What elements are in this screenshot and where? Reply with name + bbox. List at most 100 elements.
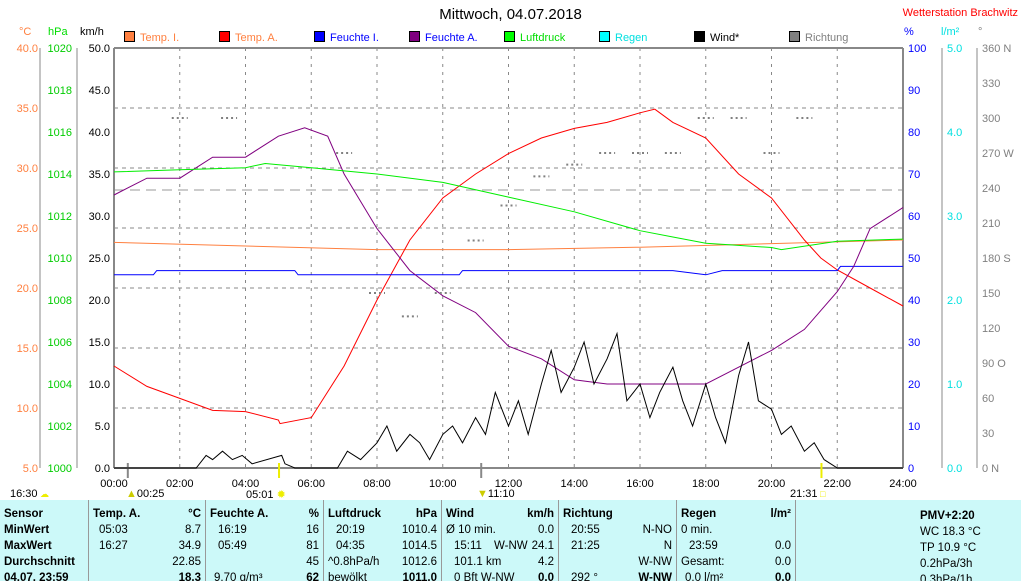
wind-max-time: 15:11 (454, 540, 482, 552)
rain-header: Regen (681, 508, 717, 520)
legend-swatch (409, 31, 420, 42)
pressure-tick-label: 1006 (48, 337, 72, 349)
series-wind (114, 331, 903, 469)
row-label-avg: Durchschnitt (4, 556, 75, 568)
moon-event-time: ▼11:10 (477, 488, 515, 500)
sun-icon: ✹ (273, 489, 286, 501)
press-sky: bewölkt (328, 572, 367, 581)
legend-label: Richtung (805, 32, 849, 44)
pressure-tick-label: 1018 (48, 85, 72, 97)
pressure-tick-label: 1004 (48, 379, 72, 391)
hum-abs: 9.70 g/m³ (214, 572, 263, 581)
humidity-tick-label: 30 (908, 337, 920, 349)
humidity-tick-label: 60 (908, 211, 920, 223)
temp-avg: 22.85 (172, 556, 201, 568)
col-direction: Richtung 20:55 N-NO 21:25 N W-NW 292 ° W-NW (559, 500, 677, 581)
temp-tick-label: 10.0 (17, 403, 38, 415)
x-tick-label: 12:00 (495, 478, 523, 490)
temp-tick-label: 30.0 (17, 163, 38, 175)
dir-header: Richtung (563, 508, 613, 520)
direction-tick-label: 90 O (982, 358, 1006, 370)
pmv: PMV+2:20 (920, 510, 975, 522)
rain-t2: 23:59 (689, 540, 718, 552)
rain-total-label: Gesamt: (681, 556, 725, 568)
direction-tick-label: 120 (982, 323, 1000, 335)
station-name: Wetterstation Brachwitz (902, 7, 1018, 19)
moonset-time: 16:30 (10, 488, 38, 500)
humidity-tick-label: 40 (908, 295, 920, 307)
sunset-icon: □ (817, 489, 826, 499)
temp-tick-label: 15.0 (17, 343, 38, 355)
row-label-max: MaxWert (4, 540, 52, 552)
dir-d3: W-NW (638, 556, 672, 568)
direction-tick-label: 210 (982, 218, 1000, 230)
hum-header: Feuchte A. (210, 508, 269, 520)
series-temp-i (113, 239, 904, 251)
wind-header: Wind (446, 508, 474, 520)
wind-tick-label: 20.0 (89, 295, 110, 307)
temp-tick-label: 35.0 (17, 103, 38, 115)
dir-d1: N-NO (642, 524, 672, 536)
temp-min-time: 05:03 (99, 524, 128, 536)
wind-run: 101.1 km (454, 556, 502, 568)
hum-avg: 45 (306, 556, 319, 568)
x-tick-label: 20:00 (758, 478, 786, 490)
wind-tick-label: 10.0 (89, 379, 110, 391)
wind-chill: WC 18.3 °C (920, 526, 981, 538)
wind-bft: 0 Bft W-NW (454, 572, 515, 581)
legend-item: Feuchte I. (314, 31, 379, 44)
hum-min: 16 (306, 524, 319, 536)
pressure-tick-label: 1008 (48, 295, 72, 307)
legend-item: Wind* (694, 31, 739, 44)
legend-item: Luftdruck (504, 31, 565, 44)
humidity-tick-label: 70 (908, 169, 920, 181)
col-sensor: Sensor MinWert MaxWert Durchschnitt 04.0… (0, 500, 89, 581)
temp-tick-label: 40.0 (17, 43, 38, 55)
col-temp: Temp. A. °C 05:03 8.7 16:27 34.9 22.85 18.3 (89, 500, 206, 581)
wind-tick-label: 5.0 (95, 421, 110, 433)
legend-swatch (219, 31, 230, 42)
x-tick-label: 10:00 (429, 478, 457, 490)
wind-run-val: 4.2 (538, 556, 554, 568)
wind-tick-label: 15.0 (89, 337, 110, 349)
press-trend: ^0.8hPa/h (328, 556, 380, 568)
temp-max: 34.9 (178, 540, 201, 552)
legend-label: Temp. I. (140, 32, 180, 44)
summary-table: Sensor MinWert MaxWert Durchschnitt 04.0… (0, 500, 1021, 581)
hum-max-time: 05:49 (218, 540, 247, 552)
legend-swatch (504, 31, 515, 42)
wind-max-dir: W-NW (494, 540, 528, 552)
sunset-time: 21:31 □ (790, 488, 826, 500)
hum-current: 62 (306, 572, 319, 581)
x-tick-label: 18:00 (692, 478, 720, 490)
humidity-tick-label: 80 (908, 127, 920, 139)
legend-swatch (694, 31, 705, 42)
direction-tick-label: 30 (982, 428, 994, 440)
sunrise-time: 05:01 ✹ (246, 489, 286, 501)
temp-unit: °C (19, 26, 32, 38)
humidity-tick-label: 10 (908, 421, 920, 433)
pressure-tick-label: 1014 (48, 169, 72, 181)
rain-tick-label: 3.0 (947, 211, 962, 223)
rain-rate: 0.0 l/m² (685, 572, 724, 581)
x-tick-label: 02:00 (166, 478, 194, 490)
dir-t1: 20:55 (571, 524, 600, 536)
pressure-unit: hPa (48, 26, 68, 38)
moonrise-time: ▲00:25 (126, 488, 165, 500)
x-tick-label: 08:00 (363, 478, 391, 490)
wind-tick-label: 30.0 (89, 211, 110, 223)
moon-icon: ☁ (40, 489, 49, 499)
direction-tick-label: 270 W (982, 148, 1014, 160)
moon-down-icon: ▼ (477, 488, 488, 500)
dew-point: TP 10.9 °C (920, 542, 977, 554)
legend-label: Wind* (710, 32, 740, 44)
col-pressure: Luftdruck hPa 20:19 1010.4 04:35 1014.5 ^0.… (324, 500, 442, 581)
pressure-tick-label: 1020 (48, 43, 72, 55)
legend-swatch (599, 31, 610, 42)
rain-tick-label: 1.0 (947, 379, 962, 391)
wind-tick-label: 25.0 (89, 253, 110, 265)
press-unit-cell: hPa (415, 508, 437, 520)
humidity-unit: % (904, 26, 914, 38)
wind-avg-label: Ø 10 min. (446, 524, 496, 536)
